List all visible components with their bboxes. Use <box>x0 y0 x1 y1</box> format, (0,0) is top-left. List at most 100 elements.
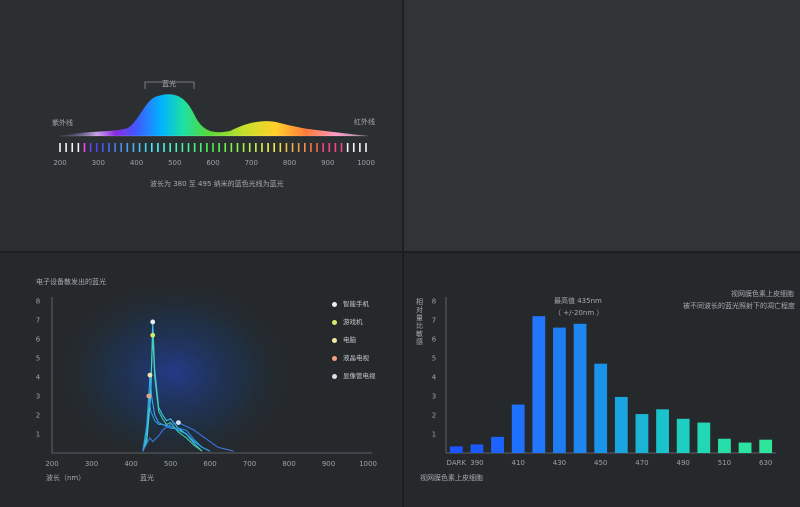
spectrum-panel: 200 300 400 500 600 700 800 900 1000 蓝光 紫外线 红外线 … <box>0 0 402 251</box>
top-right-title: 视网膜色素上皮细胞 <box>731 290 794 298</box>
y-tick-label: 1 <box>432 431 436 439</box>
x-axis-label: 视网膜色素上皮细胞 <box>420 474 483 482</box>
spectrum-tick <box>340 143 343 152</box>
spectrum-tick <box>114 143 116 152</box>
spectrum-tick-label: 200 <box>53 159 66 167</box>
series-peak-point <box>146 393 152 399</box>
spectrum-curve <box>60 94 368 136</box>
bar <box>491 436 504 453</box>
series-peak-point <box>176 420 181 425</box>
spectrum-tick <box>273 143 275 152</box>
bar <box>449 446 463 453</box>
bar <box>532 316 546 453</box>
spectrum-tick <box>352 143 355 152</box>
spectrum-tick <box>71 143 74 152</box>
spectrum-tick <box>102 143 104 152</box>
spectrum-tick <box>285 143 288 152</box>
x-tick-label: 600 <box>203 460 216 468</box>
device-blue-light-chart: 200 300 400 500 600 700 800 900 1000 1 2 3 4 5 6 7 8 <box>36 278 377 468</box>
spectrum-tick <box>359 143 361 152</box>
x-tick-label: 500 <box>164 460 177 468</box>
peak-value-title: 最高值 435nm <box>554 297 602 305</box>
retina-cell-chart: 1 2 3 4 5 6 7 8 DARK 390 410 430 450 470 490 510 630 <box>432 297 776 467</box>
bar <box>573 323 587 453</box>
spectrum-tick <box>108 143 110 152</box>
spectrum-tick-label: 800 <box>283 159 296 167</box>
spectrum-graphic: 200 300 400 500 600 700 800 900 1000 <box>53 81 375 167</box>
x-tick-label: DARK <box>447 459 467 467</box>
spectrum-tick <box>199 143 202 152</box>
x-tick-label: 470 <box>635 459 648 467</box>
x-tick-label: 700 <box>243 460 256 468</box>
spectrum-tick <box>181 143 184 152</box>
spectrum-tick <box>316 143 318 152</box>
spectrum-tick <box>212 143 214 152</box>
spectrum-tick-label: 1000 <box>357 159 375 167</box>
spectrum-tick <box>334 143 337 152</box>
legend-dot <box>332 301 337 307</box>
y-tick-label: 7 <box>432 317 436 325</box>
legend-label: 液晶电视 <box>343 354 369 362</box>
y-tick-label: 6 <box>36 336 41 344</box>
bar <box>511 404 525 453</box>
x-tick-label: 800 <box>282 460 295 468</box>
y-tick-label: 7 <box>36 317 40 325</box>
ir-label: 红外线 <box>354 118 375 126</box>
spectrum-tick <box>328 143 331 152</box>
device-blue-light-panel: 200 300 400 500 600 700 800 900 1000 1 2 3 4 5 6 7 8 电子设… <box>0 253 402 507</box>
spectrum-tick-label: 900 <box>321 159 334 167</box>
bar <box>594 363 608 453</box>
bar <box>614 396 628 453</box>
spectrum-tick <box>169 143 171 152</box>
y-tick-label: 5 <box>36 355 40 363</box>
x-tick-label: 490 <box>677 459 690 467</box>
x-tick-label: 430 <box>553 459 566 467</box>
bar <box>470 444 484 453</box>
spectrum-tick <box>83 143 86 152</box>
spectrum-tick <box>132 143 135 152</box>
spectrum-tick <box>242 143 245 152</box>
spectrum-tick <box>267 143 269 152</box>
spectrum-tick <box>255 143 257 152</box>
spectrum-tick <box>65 143 67 152</box>
x-tick-label: 630 <box>759 459 772 467</box>
blue-light-label: 蓝光 <box>162 80 176 88</box>
x-tick-label: 400 <box>124 460 137 468</box>
bar <box>553 327 566 453</box>
bar <box>738 442 752 453</box>
spectrum-tick-label: 600 <box>206 159 219 167</box>
legend-label: 游戏机 <box>343 318 363 326</box>
line-chart-title: 电子设备散发出的蓝光 <box>36 278 106 286</box>
x-tick-label: 1000 <box>359 460 377 468</box>
spectrum-tick-label: 500 <box>168 159 181 167</box>
y-tick-label: 4 <box>432 374 437 382</box>
x-tick-label: 300 <box>85 460 98 468</box>
bar <box>718 438 731 453</box>
spectrum-tick <box>126 143 129 152</box>
x-tick-label: 510 <box>718 459 731 467</box>
spectrum-tick <box>297 143 300 152</box>
spectrum-tick <box>89 143 92 152</box>
x-tick-label: 200 <box>45 460 58 468</box>
legend-item-crt-tv: 显像管电视 <box>332 370 376 380</box>
x-tick-label: 900 <box>322 460 335 468</box>
legend-item-game-console: 游戏机 <box>332 316 363 326</box>
top-right-subtitle: 被不同波长的蓝光照射下的凋亡程度 <box>683 302 795 310</box>
uv-label: 紫外线 <box>52 119 73 127</box>
peak-value-subtitle: （ +/-20nm ） <box>554 309 604 317</box>
retina-cell-panel: 1 2 3 4 5 6 7 8 DARK 390 410 430 450 470 490 510 630 视网膜… <box>404 253 800 507</box>
legend-item-lcd-tv: 液晶电视 <box>332 352 369 362</box>
y-tick-label: 3 <box>36 393 40 401</box>
legend-dot <box>332 355 337 361</box>
spectrum-caption: 波长为 380 至 495 纳米的蓝色光线为蓝光 <box>150 180 284 188</box>
spectrum-tick <box>310 143 312 152</box>
spectrum-tick <box>236 143 239 152</box>
legend-dot <box>332 337 337 343</box>
empty-panel <box>404 0 800 251</box>
spectrum-tick <box>322 143 324 152</box>
x-tick-label: 450 <box>594 459 607 467</box>
x-axis-label: 波长（nm） <box>46 474 86 482</box>
legend-dot <box>332 373 337 379</box>
y-axis-label: 相对量比敏感 <box>416 298 423 346</box>
x-tick-label: 390 <box>470 459 483 467</box>
